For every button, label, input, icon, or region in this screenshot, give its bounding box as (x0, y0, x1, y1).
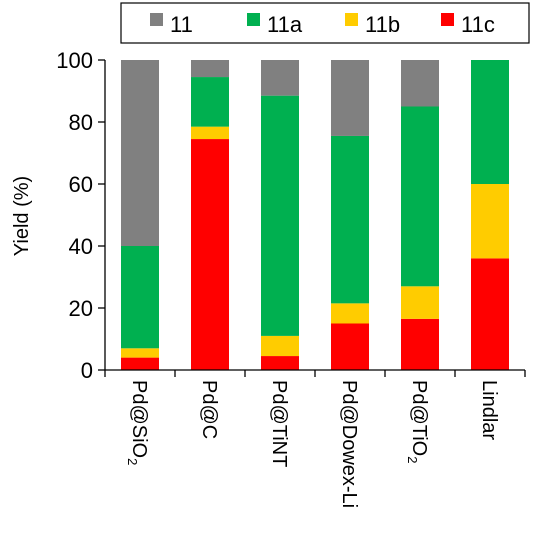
x-category-label: Pd@SiO2 (125, 380, 150, 465)
x-category-label-text: Pd@C (198, 380, 220, 439)
x-category-label-main: Pd@C (198, 380, 220, 439)
x-category-label-main: Pd@Dowex-Li (338, 380, 360, 508)
x-category-label-subscript: 2 (405, 456, 420, 463)
y-tick-label: 20 (69, 296, 93, 321)
x-category-label: Pd@Dowex-Li (338, 380, 360, 508)
x-category-label: Pd@TiO2 (405, 380, 430, 463)
bars (121, 60, 509, 370)
bar-segment (401, 60, 439, 107)
bar-segment (191, 139, 229, 370)
bar-segment (331, 135, 369, 304)
bar-segment (121, 60, 159, 246)
y-tick-label: 60 (69, 172, 93, 197)
x-category-label-main: Pd@SiO (128, 380, 150, 458)
bar-segment (471, 60, 509, 184)
bar-segment (191, 60, 229, 78)
x-category-label-main: Pd@TiO (408, 380, 430, 456)
bar-segment (121, 348, 159, 358)
bar-segment (331, 303, 369, 324)
x-category-label-text: Pd@TiNT (268, 380, 290, 467)
bar-segment (191, 126, 229, 140)
legend-box (120, 2, 530, 44)
bar-segment (261, 335, 299, 357)
legend-swatch (345, 13, 358, 26)
legend-label: 11a (267, 12, 303, 37)
x-category-label-text: Pd@TiO2 (405, 380, 430, 463)
legend: 11 11a 11b 11c (120, 2, 530, 44)
bar-segment (471, 258, 509, 370)
y-tick-label: 40 (69, 234, 93, 259)
bar-segment (261, 60, 299, 96)
x-category-label-text: Pd@Dowex-Li (338, 380, 360, 508)
bar-segment (401, 286, 439, 319)
bar-segment (191, 77, 229, 127)
bar-segment (121, 357, 159, 370)
legend-swatch (150, 13, 163, 26)
legend-label: 11c (461, 12, 495, 37)
bar-segment (121, 246, 159, 349)
bar-segment (261, 356, 299, 370)
bar-segment (261, 95, 299, 336)
bar-segment (331, 323, 369, 370)
legend-label: 11 (170, 12, 193, 37)
legend-swatch (441, 13, 454, 26)
bar-segment (471, 184, 509, 259)
x-category-label-text: Pd@SiO2 (125, 380, 150, 465)
bar-segment (401, 106, 439, 287)
bar-segment (331, 60, 369, 136)
y-tick-label: 80 (69, 110, 93, 135)
y-tick-label: 100 (56, 48, 93, 73)
x-category-label: Pd@C (198, 380, 220, 439)
x-category-label: Lindlar (478, 380, 500, 440)
x-category-label-subscript: 2 (125, 458, 140, 465)
bar-segment (401, 318, 439, 370)
x-category-label-text: Lindlar (478, 380, 500, 440)
x-category-label-main: Pd@TiNT (268, 380, 290, 467)
legend-swatch (247, 13, 260, 26)
x-category-label-main: Lindlar (478, 380, 500, 440)
y-tick-label: 0 (81, 358, 93, 383)
y-axis-title: Yield (%) (11, 176, 33, 256)
x-category-label: Pd@TiNT (268, 380, 290, 467)
y-ticks: 0 20 40 60 80 100 (56, 48, 526, 383)
legend-label: 11b (365, 12, 400, 37)
